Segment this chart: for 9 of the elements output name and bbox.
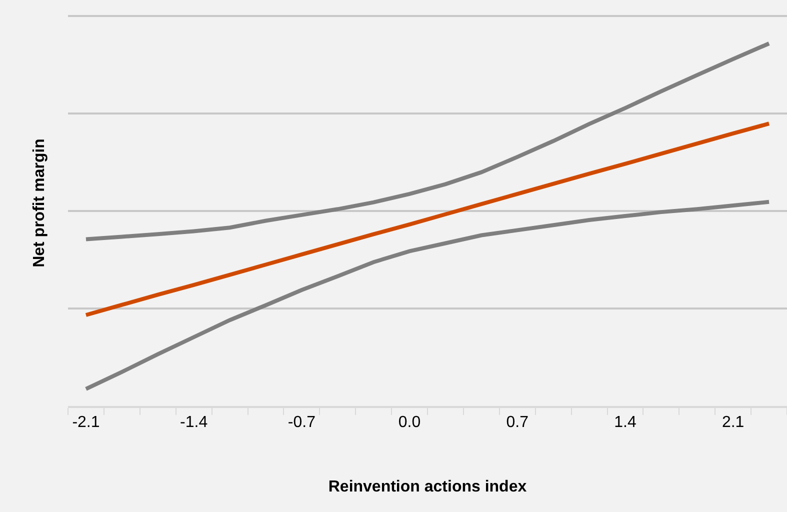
y-axis-title: Net profit margin xyxy=(30,138,48,268)
x-tick-label: 1.4 xyxy=(614,414,636,432)
x-tick-label: 2.1 xyxy=(722,414,744,432)
x-tick-label: 0.0 xyxy=(398,414,421,432)
x-tick-label: -0.7 xyxy=(288,414,316,432)
x-tick-label: -1.4 xyxy=(180,414,208,432)
x-tick-label: 0.7 xyxy=(506,414,529,432)
x-tick-label: -2.1 xyxy=(72,414,100,432)
x-axis-title: Reinvention actions index xyxy=(328,478,527,496)
